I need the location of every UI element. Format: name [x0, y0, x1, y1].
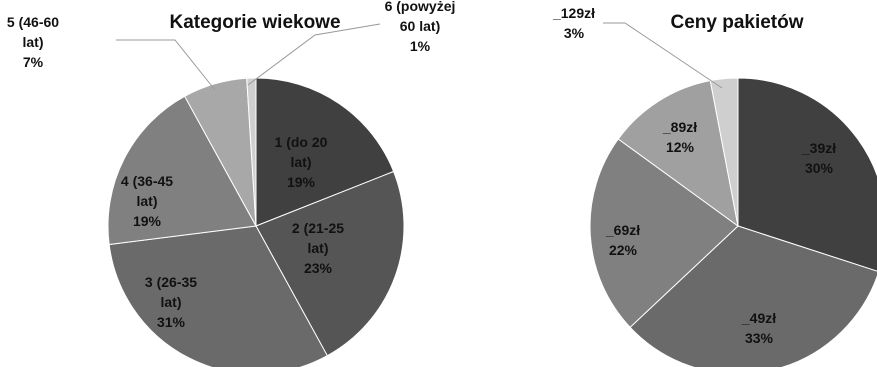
data-label-line: _49zł	[741, 310, 776, 326]
data-label-line: 19%	[133, 213, 162, 229]
data-label-line: _89zł	[662, 119, 697, 135]
pie-slice	[107, 95, 257, 246]
data-label-line: 7%	[23, 54, 44, 70]
data-label-line: 1%	[410, 38, 431, 54]
data-label: 3 (26-35 lat) 31%	[145, 274, 197, 330]
data-label-line: lat)	[308, 240, 329, 256]
data-label: _129zł 3%	[552, 5, 595, 41]
chart-title: Kategorie wiekowe	[169, 12, 340, 33]
leader-line	[247, 23, 381, 86]
pie-slice	[108, 225, 328, 367]
data-label: _49zł 33%	[741, 310, 776, 346]
data-label: 6 (powyżej 60 lat) 1%	[385, 0, 456, 54]
pie-slice	[617, 80, 739, 228]
data-label-line: 30%	[805, 160, 834, 176]
data-label-line: 3 (26-35	[145, 274, 197, 290]
package-prices-chart: Ceny pakietów _39zł 30% _49zł 33% _69zł 22% _89…	[552, 5, 877, 367]
data-label-line: 22%	[609, 242, 638, 258]
data-label-line: lat)	[291, 154, 312, 170]
data-label: 5 (46-60 lat) 7%	[7, 14, 59, 70]
data-label-line: 31%	[157, 314, 186, 330]
data-label-line: 2 (21-25	[292, 220, 344, 236]
data-label-line: 3%	[564, 25, 585, 41]
age-categories-chart: Kategorie wiekowe 1 (do 20 lat) 19% 2 (21-25…	[7, 0, 455, 367]
pie-slice	[246, 77, 257, 227]
pie-slice	[255, 77, 395, 227]
data-label-line: _129zł	[552, 5, 595, 21]
data-label-line: _39zł	[801, 140, 836, 156]
data-label-line: 33%	[745, 330, 774, 346]
pie-slice	[737, 77, 877, 272]
data-label-line: lat)	[23, 34, 44, 50]
data-label-line: 1 (do 20	[275, 134, 328, 150]
data-label: _89zł 12%	[662, 119, 697, 155]
data-label-line: 5 (46-60	[7, 14, 59, 30]
leader-line	[603, 22, 723, 89]
data-label-line: lat)	[161, 294, 182, 310]
data-label-line: 23%	[304, 260, 333, 276]
pie-slice	[629, 225, 877, 367]
data-label-line: lat)	[137, 193, 158, 209]
data-label: _69zł 22%	[605, 222, 640, 258]
data-label-line: 6 (powyżej	[385, 0, 456, 14]
data-label: _39zł 30%	[801, 140, 836, 176]
chart-title: Ceny pakietów	[670, 12, 803, 33]
data-label-line: 4 (36-45	[121, 173, 173, 189]
data-label-line: 60 lat)	[400, 18, 440, 34]
data-label-line: 12%	[666, 139, 695, 155]
data-label: 2 (21-25 lat) 23%	[292, 220, 344, 276]
pie-slice	[255, 170, 405, 357]
pie-slice	[589, 138, 739, 329]
data-label-line: 19%	[287, 174, 316, 190]
leader-line	[116, 39, 216, 91]
data-label: 4 (36-45 lat) 19%	[121, 173, 173, 229]
data-label: 1 (do 20 lat) 19%	[275, 134, 328, 190]
data-label-line: _69zł	[605, 222, 640, 238]
